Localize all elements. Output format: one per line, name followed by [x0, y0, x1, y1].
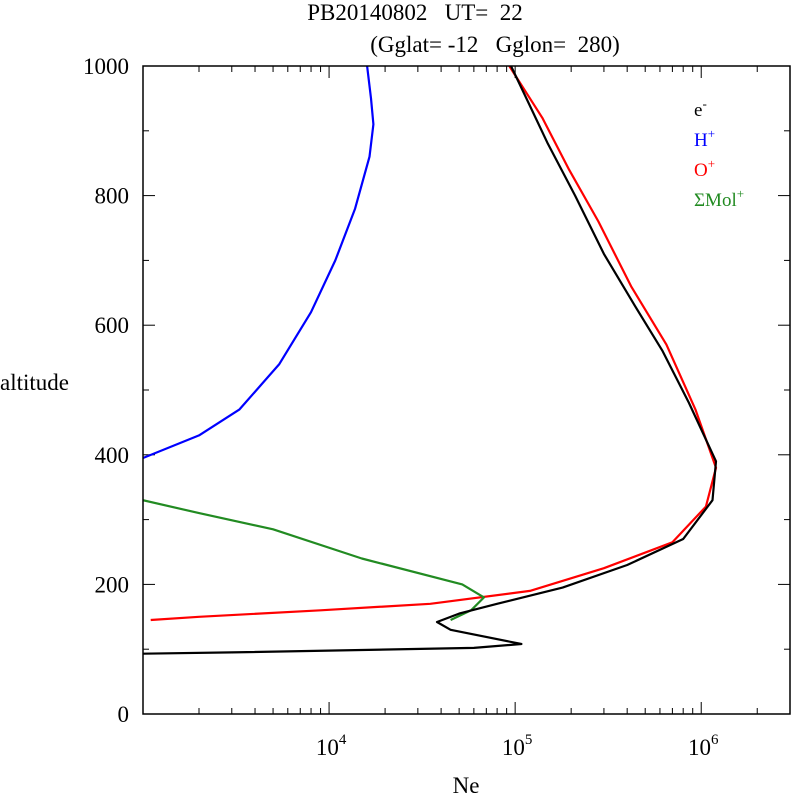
y-tick-label: 0: [118, 702, 130, 727]
legend: e- H+ O+ ΣMol+: [694, 96, 744, 211]
series-line-2: [143, 499, 486, 621]
series-line-3: [143, 66, 718, 655]
y-tick-labels: 0 200 400 600 800 1000: [83, 54, 129, 727]
plot-frame: [142, 65, 791, 715]
y-axis-label: altitude: [0, 370, 69, 395]
series-line-0: [143, 66, 375, 460]
legend-item: H+: [694, 126, 715, 151]
x-tick-label: 104: [316, 732, 347, 760]
series-group: [143, 66, 718, 655]
x-tick-label: 106: [688, 732, 719, 760]
axis-ticks: [142, 65, 791, 715]
series-line-1: [150, 66, 718, 622]
y-tick-label: 200: [95, 572, 130, 597]
x-tick-label: 105: [502, 732, 533, 760]
y-tick-label: 400: [95, 443, 130, 468]
legend-item: ΣMol+: [694, 186, 744, 211]
legend-item: e-: [694, 96, 707, 121]
chart-title-line2: (Gglat= -12 Gglon= 280): [370, 32, 620, 57]
y-tick-label: 800: [95, 184, 130, 209]
x-tick-labels: 104 105 106: [316, 732, 719, 760]
chart-title-line1: PB20140802 UT= 22: [307, 0, 523, 25]
x-axis-label: Ne: [453, 773, 480, 795]
y-tick-label: 1000: [83, 54, 129, 79]
y-tick-label: 600: [95, 313, 130, 338]
legend-item: O+: [694, 156, 715, 181]
